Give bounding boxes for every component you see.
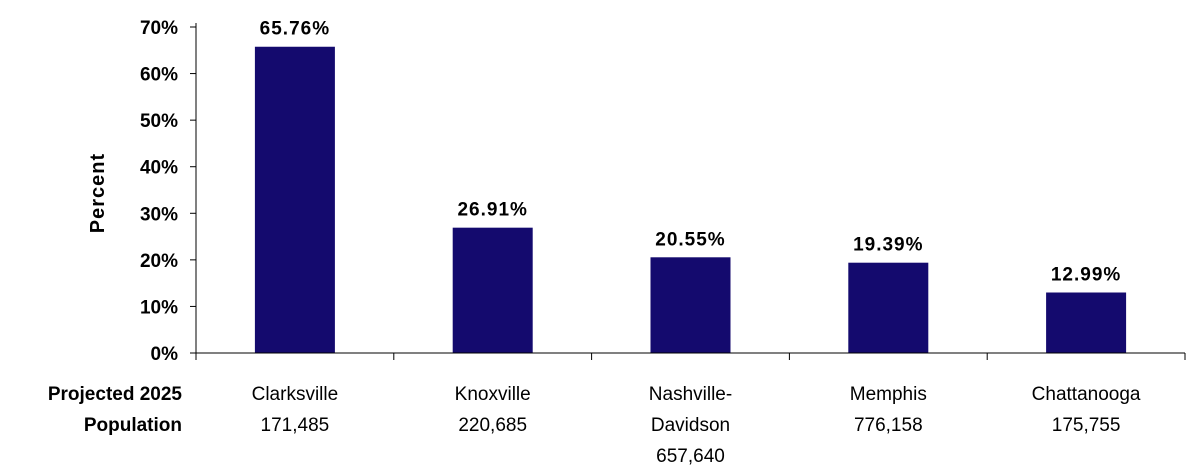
y-tick-label: 20% <box>140 251 178 272</box>
category-label: Davidson <box>651 415 730 436</box>
y-tick-label: 40% <box>140 158 178 179</box>
y-tick-label: 50% <box>140 111 178 132</box>
data-label: 19.39% <box>853 235 923 256</box>
y-axis: 0% 10% 20% 30% 40% 50% 60% 70% <box>140 18 197 365</box>
category-label: Memphis <box>850 384 927 405</box>
x-axis <box>195 352 1186 360</box>
bar <box>254 46 335 354</box>
y-tick-label: 60% <box>140 65 178 86</box>
data-label: 65.76% <box>260 19 330 40</box>
category-label: 776,158 <box>854 415 923 436</box>
category-label: Chattanooga <box>1032 384 1141 405</box>
row-label-line-2: Population <box>84 415 182 436</box>
data-label: 12.99% <box>1051 265 1121 286</box>
y-tick-label: 0% <box>151 344 179 365</box>
y-axis-label: Percent <box>87 153 109 233</box>
data-label: 26.91% <box>457 200 527 221</box>
category-label: Knoxville <box>455 384 531 405</box>
category-label: 220,685 <box>458 415 527 436</box>
y-tick-label: 30% <box>140 204 178 225</box>
y-tick-label: 70% <box>140 18 178 39</box>
category-label: 657,640 <box>656 446 725 467</box>
bar <box>1046 292 1127 353</box>
category-labels: Clarksville 171,485 Knoxville 220,685 Nashvi… <box>252 384 1141 467</box>
bar <box>452 227 533 353</box>
bar <box>848 262 929 353</box>
category-label: 171,485 <box>261 415 330 436</box>
data-label: 20.55% <box>655 229 725 250</box>
row-label: Projected 2025 Population <box>48 384 183 436</box>
y-tick-label: 10% <box>140 297 178 318</box>
row-label-line-1: Projected 2025 <box>48 384 183 405</box>
bar <box>650 257 731 353</box>
category-label: Nashville- <box>649 384 732 405</box>
category-label: 175,755 <box>1052 415 1121 436</box>
category-label: Clarksville <box>252 384 339 405</box>
bars: 65.76% 26.91% 20.55% 19.39% 12.99% <box>254 19 1127 354</box>
